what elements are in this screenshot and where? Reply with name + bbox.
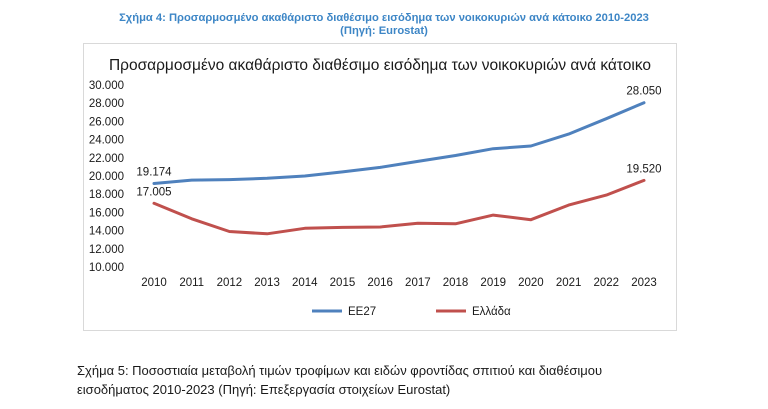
data-label: 17.005: [136, 186, 171, 198]
y-tick-label: 22.000: [89, 153, 124, 165]
x-tick-label: 2016: [367, 277, 393, 289]
y-tick-label: 16.000: [89, 207, 124, 219]
line-chart: 10.000 12.000 14.000 16.000 18.000 20.000 22.0…: [89, 80, 662, 318]
x-tick-label: 2010: [141, 277, 167, 289]
y-tick-label: 24.000: [89, 135, 124, 147]
series-line-greece: [152, 178, 646, 236]
x-tick-label: 2014: [292, 277, 318, 289]
x-tick-label: 2013: [254, 277, 280, 289]
x-tick-label: 2011: [179, 277, 204, 289]
x-tick-label: 2021: [556, 277, 582, 289]
series-line-eu27: [152, 101, 646, 185]
x-tick-label: 2015: [330, 277, 356, 289]
figure-caption-line1: Σχήμα 4: Προσαρμοσμένο ακαθάριστο διαθέσ…: [119, 12, 649, 24]
x-tick-label: 2018: [443, 277, 469, 289]
y-tick-label: 30.000: [89, 80, 124, 92]
data-label: 19.174: [136, 167, 172, 179]
x-tick-label: 2022: [594, 277, 620, 289]
bottom-caption: Σχήμα 5: Ποσοστιαία μεταβολή τιμών τροφί…: [77, 361, 737, 399]
figure-caption: Σχήμα 4: Προσαρμοσμένο ακαθάριστο διαθέσ…: [0, 12, 768, 38]
x-tick-label: 2023: [631, 277, 657, 289]
bottom-caption-line1: Σχήμα 5: Ποσοστιαία μεταβολή τιμών τροφί…: [77, 363, 603, 378]
chart-frame: Προσαρμοσμένο ακαθάριστο διαθέσιμο εισόδ…: [83, 43, 677, 331]
y-tick-label: 28.000: [89, 98, 124, 110]
y-tick-label: 20.000: [89, 171, 124, 183]
x-tick-label: 2017: [405, 277, 431, 289]
x-tick-label: 2019: [480, 277, 506, 289]
chart-title: Προσαρμοσμένο ακαθάριστο διαθέσιμο εισόδ…: [108, 57, 652, 74]
y-tick-label: 10.000: [89, 262, 124, 274]
y-tick-label: 14.000: [89, 226, 124, 238]
y-tick-label: 18.000: [89, 189, 124, 201]
figure-caption-line2: (Πηγή: Eurostat): [340, 25, 428, 37]
x-tick-label: 2012: [217, 277, 243, 289]
y-tick-label: 26.000: [89, 116, 124, 128]
data-label: 28.050: [626, 86, 661, 98]
legend-label-greece: Ελλάδα: [472, 306, 511, 318]
bottom-caption-line2: εισοδήματος 2010-2023 (Πηγή: Επεξεργασία…: [77, 382, 451, 397]
x-tick-label: 2020: [518, 277, 544, 289]
legend-label-eu27: ΕΕ27: [348, 306, 376, 318]
data-label: 19.520: [626, 163, 661, 175]
y-tick-label: 12.000: [89, 244, 124, 256]
